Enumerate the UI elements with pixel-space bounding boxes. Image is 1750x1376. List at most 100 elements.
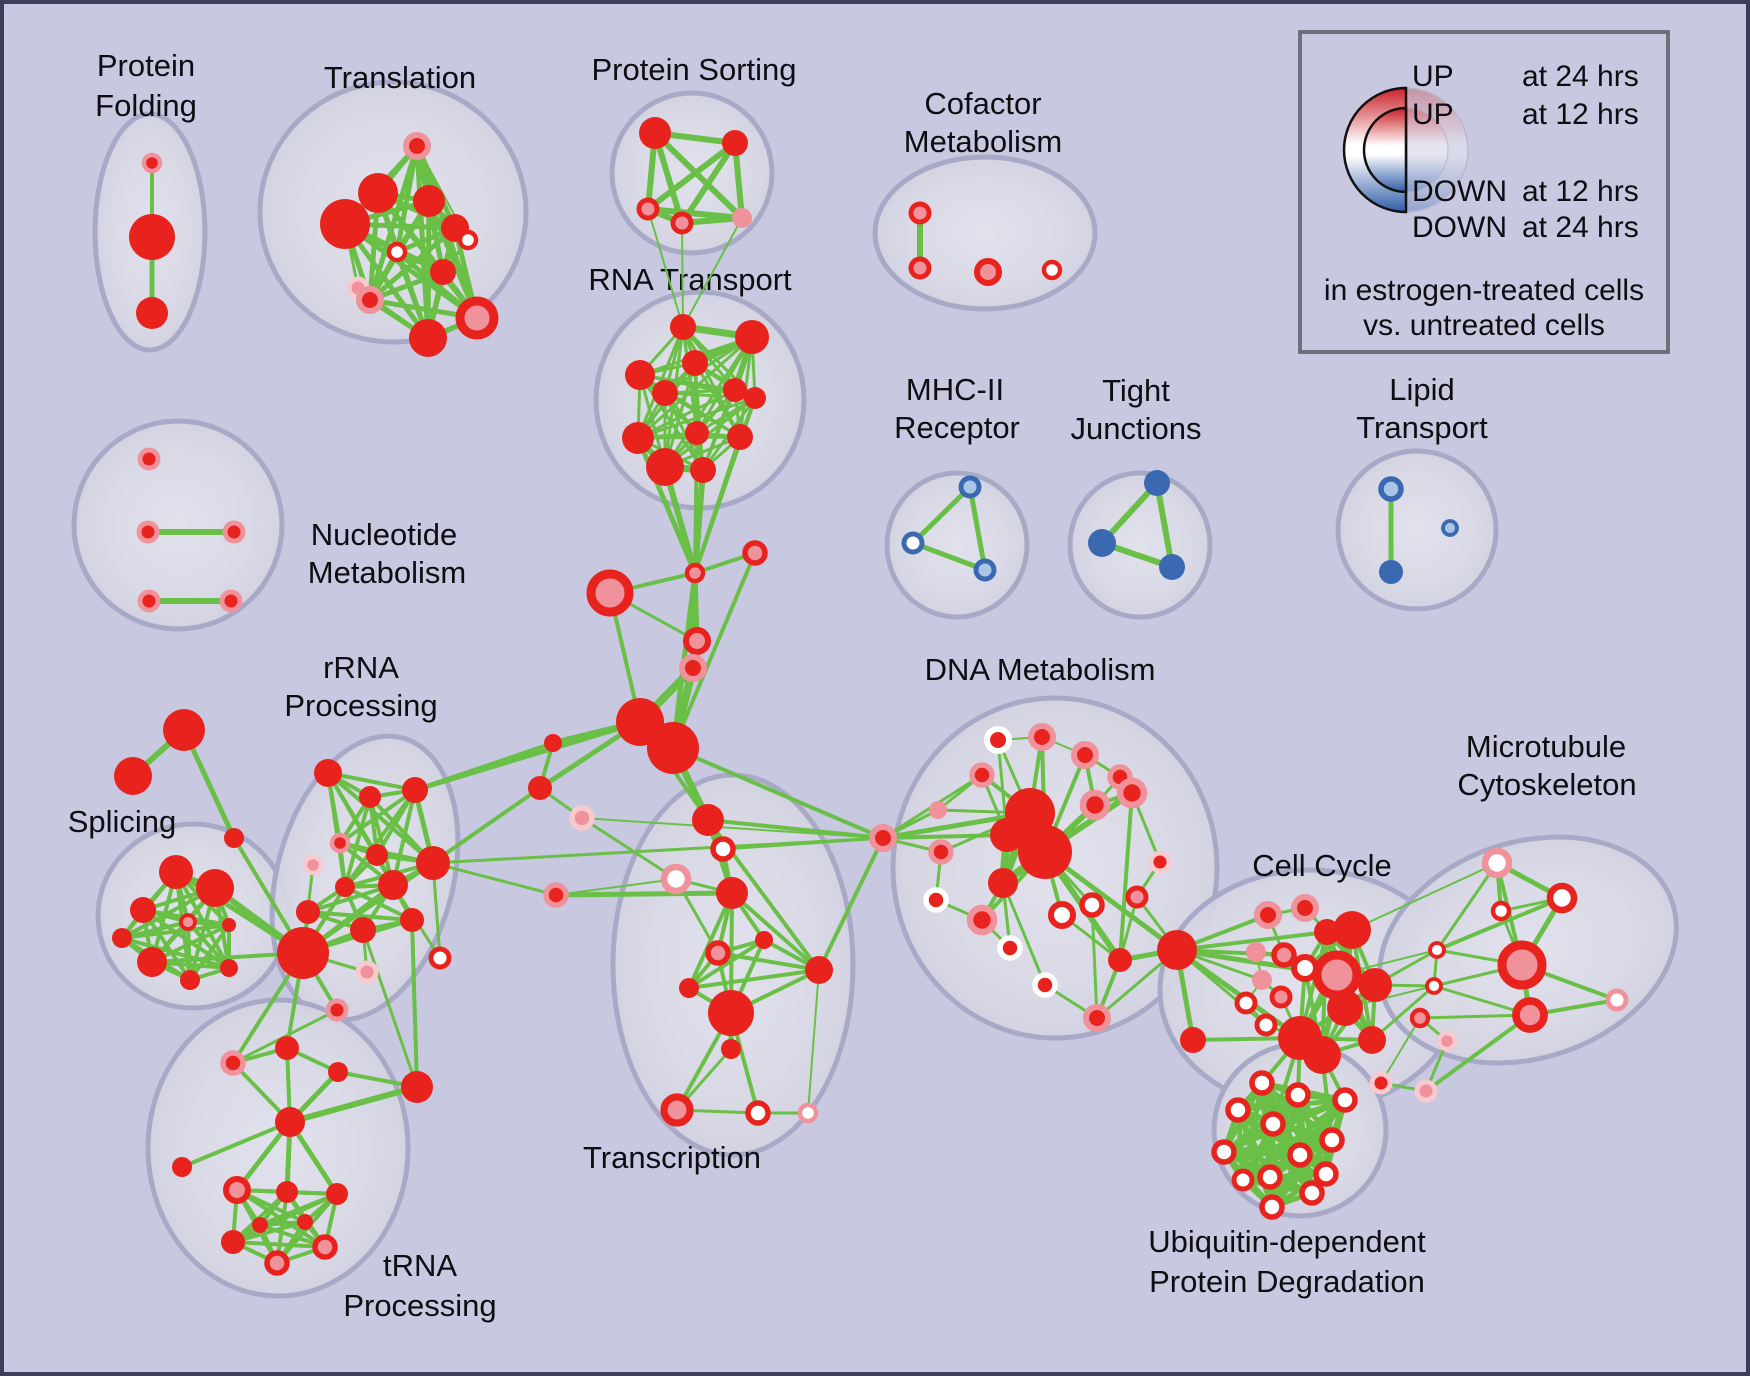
gene-node-138 <box>1032 972 1058 998</box>
gene-node-164 <box>1319 1127 1345 1153</box>
gene-node-84 <box>428 946 452 970</box>
cluster-label-translation-line1: Translation <box>324 60 476 95</box>
cluster-label-nucleotide-metabolism-line1: Nucleotide <box>311 517 457 552</box>
gene-node-130 <box>1047 900 1077 930</box>
gene-node-88 <box>296 900 320 924</box>
gene-node-36 <box>958 475 982 499</box>
gene-node-75 <box>402 777 428 803</box>
gene-node-169 <box>1231 1168 1255 1192</box>
gene-node-47 <box>222 520 246 544</box>
gene-node-4 <box>358 173 398 213</box>
legend-direction-3: DOWN <box>1412 175 1507 208</box>
gene-node-141 <box>1180 1027 1206 1053</box>
edge <box>1435 861 1499 952</box>
cluster-label-tight-junctions-line2: Junctions <box>1071 411 1202 446</box>
gene-node-38 <box>973 558 997 582</box>
edge <box>647 208 684 328</box>
edge <box>258 1192 339 1227</box>
edge <box>881 833 1009 840</box>
gene-node-17 <box>636 197 660 221</box>
gene-node-163 <box>1260 1111 1286 1137</box>
gene-node-166 <box>1287 1142 1313 1168</box>
gene-node-70 <box>180 970 200 990</box>
gene-node-6 <box>320 199 370 249</box>
gene-node-64 <box>159 855 193 889</box>
gene-node-101 <box>252 1217 268 1233</box>
cluster-label-trna-processing-line2: Processing <box>343 1288 496 1323</box>
gene-node-122 <box>1079 789 1111 821</box>
gene-node-42 <box>1378 476 1404 502</box>
edge <box>679 140 738 226</box>
gene-node-18 <box>670 211 694 235</box>
edge <box>652 130 745 221</box>
gene-node-92 <box>401 1071 433 1103</box>
edge <box>645 140 738 212</box>
cluster-label-mhc-ii-receptor-line2: Receptor <box>894 410 1020 445</box>
gene-node-73 <box>314 759 342 787</box>
gene-node-142 <box>1253 900 1283 930</box>
gene-node-45 <box>137 447 161 471</box>
gene-node-153 <box>1254 1013 1278 1037</box>
gene-node-117 <box>983 725 1013 755</box>
gene-node-145 <box>1333 911 1371 949</box>
gene-node-171 <box>1299 1180 1325 1206</box>
edge <box>636 396 757 440</box>
gene-node-167 <box>1257 1164 1283 1190</box>
gene-node-151 <box>1269 985 1293 1009</box>
gene-node-131 <box>997 935 1023 961</box>
gene-node-113 <box>721 1039 741 1059</box>
gene-node-56 <box>647 722 699 774</box>
cluster-mhc-ii-receptor <box>884 470 1030 620</box>
legend-direction-2: UP <box>1412 98 1454 131</box>
legend-caption-line2: vs. untreated cells <box>1363 309 1605 342</box>
edge <box>410 918 419 1089</box>
gene-node-158 <box>1358 1026 1386 1054</box>
gene-node-105 <box>660 863 692 895</box>
cluster-label-lipid-transport-line2: Transport <box>1356 410 1488 445</box>
gene-node-59 <box>569 805 595 831</box>
gene-node-91 <box>328 1062 348 1082</box>
edge <box>636 388 737 440</box>
cluster-label-trna-processing-line1: tRNA <box>383 1248 457 1283</box>
gene-node-62 <box>114 757 152 795</box>
edge <box>1175 930 1329 952</box>
gene-node-50 <box>684 562 706 584</box>
gene-node-179 <box>1605 988 1629 1012</box>
gene-node-120 <box>969 762 995 788</box>
legend-time-3: at 12 hrs <box>1522 175 1639 208</box>
gene-node-52 <box>586 569 634 617</box>
gene-node-71 <box>220 959 238 977</box>
legend-time-2: at 12 hrs <box>1522 98 1639 131</box>
gene-node-29 <box>646 448 684 486</box>
gene-node-112 <box>708 990 754 1036</box>
gene-node-181 <box>1436 1030 1458 1052</box>
gene-node-95 <box>222 1175 252 1205</box>
gene-node-32 <box>908 201 932 225</box>
gene-node-35 <box>1041 259 1063 281</box>
gene-node-118 <box>1027 722 1057 752</box>
edge <box>687 891 734 990</box>
gene-node-61 <box>163 709 205 751</box>
cluster-label-microtubule-cytoskeleton-line2: Cytoskeleton <box>1457 767 1636 802</box>
gene-node-12 <box>430 259 456 285</box>
gene-node-86 <box>277 927 329 979</box>
gene-node-150 <box>1252 970 1272 990</box>
nodes-layer <box>112 117 1629 1276</box>
edge <box>1380 1017 1421 1084</box>
cluster-label-dna-metabolism-line1: DNA Metabolism <box>925 652 1156 687</box>
gene-node-90 <box>275 1036 299 1060</box>
gene-node-21 <box>735 320 769 354</box>
gene-node-83 <box>350 917 376 943</box>
edge <box>343 795 372 889</box>
gene-node-74 <box>359 786 381 808</box>
gene-node-183 <box>1414 1079 1438 1103</box>
gene-node-82 <box>400 908 424 932</box>
edge <box>120 936 231 970</box>
gene-node-111 <box>805 956 833 984</box>
gene-node-13 <box>455 296 499 340</box>
edge <box>1174 947 1303 1041</box>
gene-node-137 <box>1082 1003 1112 1033</box>
cluster-tight-junctions <box>1067 470 1213 620</box>
edge <box>681 222 684 328</box>
